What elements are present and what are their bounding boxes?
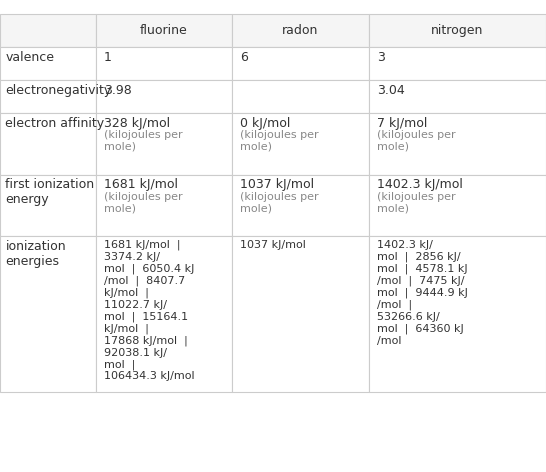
Text: nitrogen: nitrogen: [431, 24, 483, 37]
Bar: [369, 47, 546, 80]
Text: 1: 1: [104, 51, 111, 64]
Bar: [96, 236, 232, 392]
Text: 6: 6: [240, 51, 248, 64]
Text: 1402.3 kJ/mol: 1402.3 kJ/mol: [377, 178, 462, 192]
Bar: [0, 47, 96, 80]
Text: (kilojoules per
mole): (kilojoules per mole): [240, 130, 319, 152]
Text: electron affinity: electron affinity: [5, 117, 105, 130]
Bar: [96, 47, 232, 80]
Bar: [0, 80, 96, 113]
Bar: [0, 175, 96, 236]
Text: fluorine: fluorine: [140, 24, 188, 37]
Bar: [96, 14, 232, 47]
Text: 7 kJ/mol: 7 kJ/mol: [377, 117, 427, 130]
Bar: [0, 236, 96, 392]
Bar: [96, 80, 232, 113]
Text: valence: valence: [5, 51, 55, 64]
Bar: [232, 80, 369, 113]
Bar: [0, 14, 96, 47]
Text: 1402.3 kJ/
mol  |  2856 kJ/
mol  |  4578.1 kJ
/mol  |  7475 kJ/
mol  |  9444.9 k: 1402.3 kJ/ mol | 2856 kJ/ mol | 4578.1 k…: [377, 240, 467, 346]
Text: first ionization
energy: first ionization energy: [5, 178, 94, 206]
Text: radon: radon: [282, 24, 318, 37]
Bar: [232, 14, 369, 47]
Bar: [232, 47, 369, 80]
Text: 1037 kJ/mol: 1037 kJ/mol: [240, 178, 314, 192]
Text: ionization
energies: ionization energies: [5, 240, 66, 268]
Text: 0 kJ/mol: 0 kJ/mol: [240, 117, 290, 130]
Bar: [232, 175, 369, 236]
Bar: [369, 175, 546, 236]
Text: (kilojoules per
mole): (kilojoules per mole): [377, 192, 455, 213]
Bar: [232, 113, 369, 175]
Bar: [96, 175, 232, 236]
Bar: [96, 113, 232, 175]
Text: 3.98: 3.98: [104, 84, 132, 97]
Bar: [369, 236, 546, 392]
Text: 1681 kJ/mol  |
3374.2 kJ/
mol  |  6050.4 kJ
/mol  |  8407.7
kJ/mol  |
11022.7 kJ: 1681 kJ/mol | 3374.2 kJ/ mol | 6050.4 kJ…: [104, 240, 194, 381]
Text: 3.04: 3.04: [377, 84, 405, 97]
Text: (kilojoules per
mole): (kilojoules per mole): [104, 130, 182, 152]
Text: 3: 3: [377, 51, 384, 64]
Bar: [232, 236, 369, 392]
Bar: [0, 113, 96, 175]
Text: (kilojoules per
mole): (kilojoules per mole): [104, 192, 182, 213]
Text: 1037 kJ/mol: 1037 kJ/mol: [240, 240, 306, 250]
Text: 1681 kJ/mol: 1681 kJ/mol: [104, 178, 178, 192]
Text: (kilojoules per
mole): (kilojoules per mole): [240, 192, 319, 213]
Bar: [369, 14, 546, 47]
Text: 328 kJ/mol: 328 kJ/mol: [104, 117, 170, 130]
Text: electronegativity: electronegativity: [5, 84, 112, 97]
Text: (kilojoules per
mole): (kilojoules per mole): [377, 130, 455, 152]
Bar: [369, 80, 546, 113]
Bar: [369, 113, 546, 175]
